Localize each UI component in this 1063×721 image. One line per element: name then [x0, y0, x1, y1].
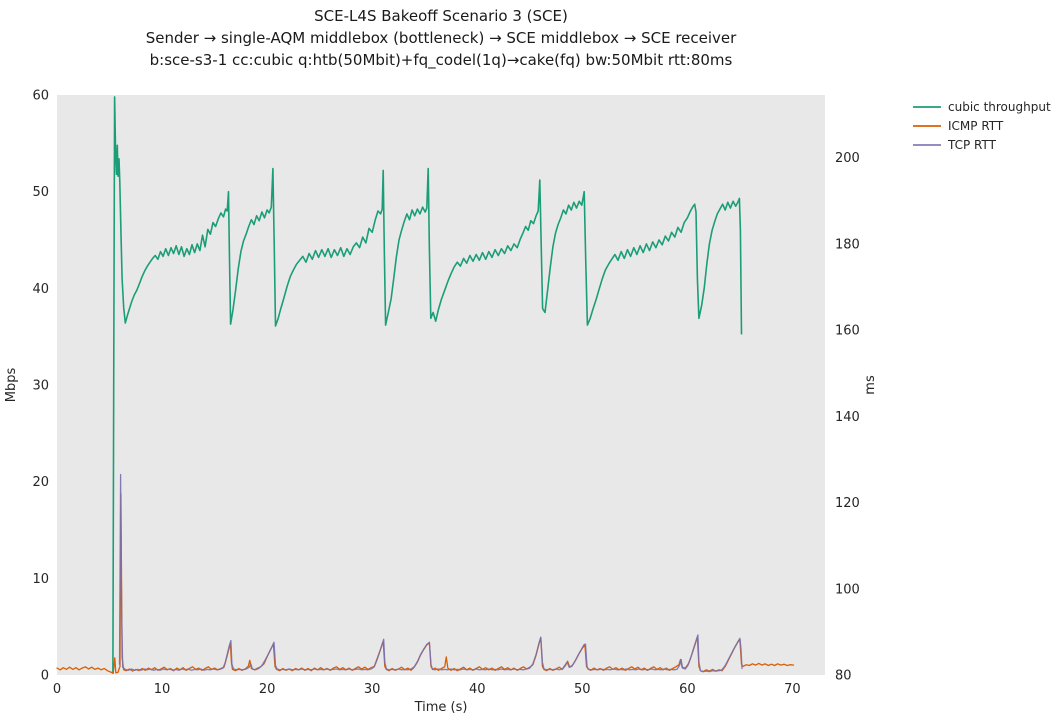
- legend: cubic throughput ICMP RTT TCP RTT: [913, 100, 1051, 152]
- y-left-tick-label: 50: [32, 185, 49, 200]
- plot-background: [57, 95, 825, 675]
- y-left-tick-label: 10: [32, 572, 49, 587]
- series-line-cubic-throughput: [112, 96, 743, 674]
- y-right-tick-label: 100: [835, 582, 860, 597]
- legend-label-icmp-rtt: ICMP RTT: [948, 119, 1004, 133]
- y-left-tick-label: 60: [32, 89, 49, 104]
- y-axis-label-right: ms: [863, 375, 878, 395]
- x-axis-label: Time (s): [414, 700, 468, 715]
- x-tick-label: 20: [259, 682, 276, 697]
- chart-title: SCE-L4S Bakeoff Scenario 3 (SCE): [314, 7, 568, 25]
- y-right-tick-label: 180: [835, 237, 860, 252]
- y-left-tick-label: 0: [41, 669, 49, 684]
- x-tick-label: 30: [364, 682, 381, 697]
- legend-label-tcp-rtt: TCP RTT: [947, 138, 997, 152]
- x-tick-label: 50: [574, 682, 591, 697]
- y-right-tick-label: 120: [835, 496, 860, 511]
- x-tick-label: 40: [469, 682, 486, 697]
- chart-subtitle-params: b:sce-s3-1 cc:cubic q:htb(50Mbit)+fq_cod…: [149, 51, 733, 69]
- series-line-tcp-rtt: [118, 473, 743, 673]
- y-right-tick-label: 160: [835, 324, 860, 339]
- x-tick-label: 70: [784, 682, 801, 697]
- x-tick-label: 60: [679, 682, 696, 697]
- y-left-tick-label: 30: [32, 379, 49, 394]
- axis-tick-labels: 0 10 20 30 40 50 60 70 0 10 20 30 40 50 60 80 100 120 140 1…: [32, 89, 859, 698]
- x-tick-label: 10: [154, 682, 171, 697]
- legend-label-cubic-throughput: cubic throughput: [948, 100, 1051, 114]
- y-left-tick-label: 40: [32, 282, 49, 297]
- y-right-tick-label: 80: [835, 669, 852, 684]
- series-lines: [56, 96, 795, 674]
- y-axis-label-left: Mbps: [4, 368, 19, 403]
- y-left-tick-label: 20: [32, 475, 49, 490]
- x-tick-label: 0: [53, 682, 61, 697]
- y-right-tick-label: 140: [835, 410, 860, 425]
- y-right-tick-label: 200: [835, 151, 860, 166]
- chart-subtitle-topology: Sender → single-AQM middlebox (bottlenec…: [145, 29, 737, 47]
- title-block: SCE-L4S Bakeoff Scenario 3 (SCE) Sender …: [0, 5, 882, 71]
